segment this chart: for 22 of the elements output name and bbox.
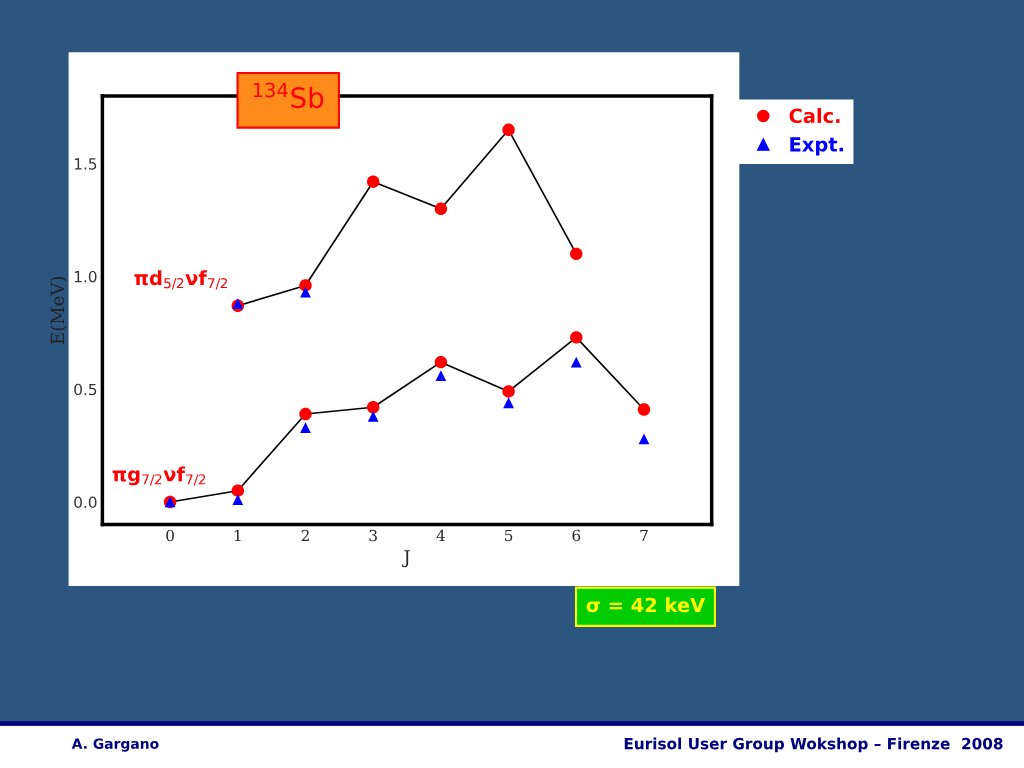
legend-label: Expt. <box>790 137 843 156</box>
x-tick-label: 2 <box>301 529 309 542</box>
x-tick-label: 5 <box>505 529 513 542</box>
x-tick-label: 7 <box>640 529 648 542</box>
x-tick-label: 1 <box>234 529 241 542</box>
y-tick-label: 0.0 <box>74 496 97 509</box>
legend-label: Calc. <box>789 108 840 124</box>
y-tick-label: 0.5 <box>74 383 97 396</box>
text: σ = 42 keV <box>586 597 706 613</box>
x-tick-label: 6 <box>572 529 581 542</box>
text: A. Gargano <box>71 738 159 752</box>
x-axis-title: J <box>401 550 410 568</box>
x-tick-label: 4 <box>436 529 445 542</box>
chart-title: $^{134}$Sb <box>253 82 324 109</box>
annotation: πg$_{7/2}$νf$_{7/2}$ <box>112 466 206 486</box>
y-tick-label: 1.0 <box>74 270 97 283</box>
x-tick-label: 0 <box>166 529 174 542</box>
text: Eurisol User Group Wokshop – Firenze 2008 <box>624 737 1003 753</box>
y-tick-label: 1.5 <box>74 158 97 170</box>
annotation: πd$_{5/2}$νf$_{7/2}$ <box>134 270 227 290</box>
y-axis-title: E(MeV) <box>50 276 67 345</box>
x-tick-label: 3 <box>369 529 377 542</box>
